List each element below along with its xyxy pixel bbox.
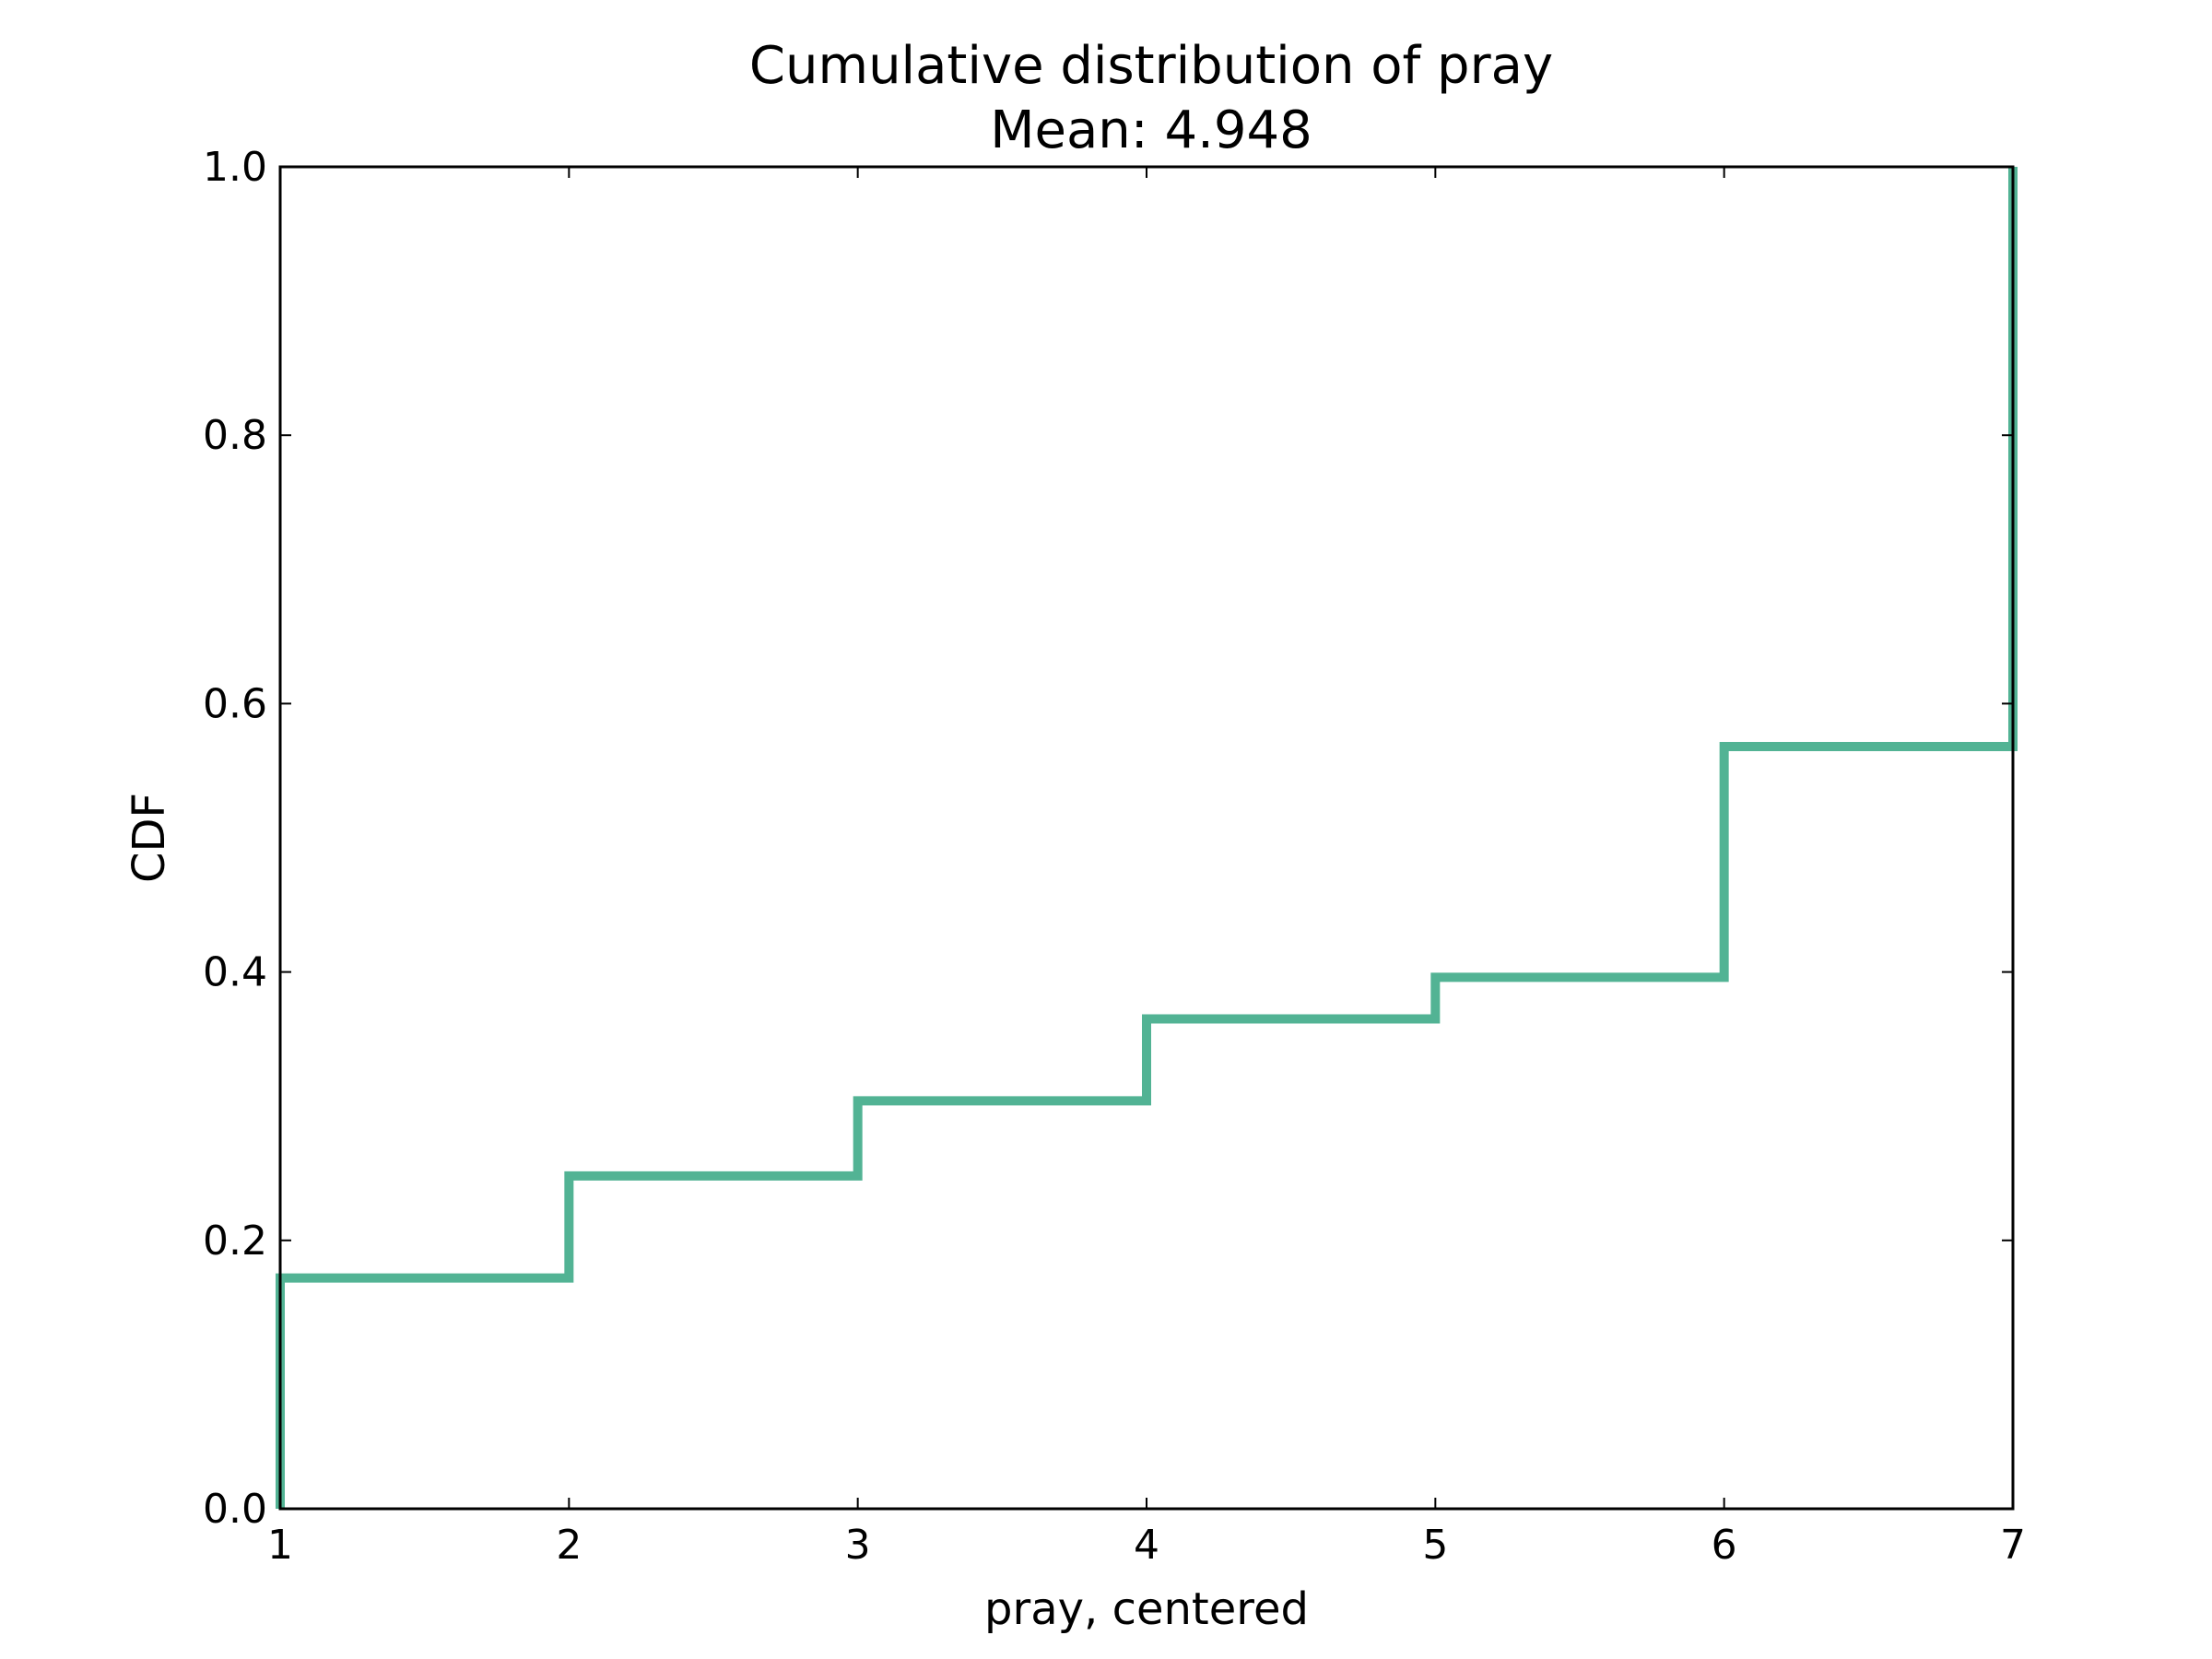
tick-labels: 1 2 3 4 5 6 7 0.0 0.2 0.4 0.6 0.8 1.0	[203, 144, 2026, 1569]
cdf-step-line	[276, 167, 2018, 1509]
x-tick-label: 1	[267, 1522, 293, 1569]
x-tick-label: 5	[1422, 1522, 1448, 1569]
y-tick-label: 0.2	[203, 1218, 267, 1265]
chart-title: Cumulative distribution of pray	[749, 36, 1553, 96]
y-axis-label: CDF	[124, 793, 175, 883]
y-tick-label: 0.0	[203, 1486, 267, 1533]
y-tick-label: 0.4	[203, 949, 267, 996]
y-tick-label: 0.8	[203, 412, 267, 459]
plot-area	[276, 167, 2018, 1509]
plot-frame	[278, 165, 2015, 1511]
chart-subtitle: Mean: 4.948	[990, 100, 1312, 160]
x-tick-label: 7	[2000, 1522, 2026, 1569]
x-tick-label: 3	[845, 1522, 871, 1569]
y-tick-label: 0.6	[203, 680, 267, 727]
x-tick-label: 6	[1712, 1522, 1737, 1569]
x-tick-label: 2	[556, 1522, 582, 1569]
x-axis-label: pray, centered	[984, 1583, 1309, 1635]
x-tick-label: 4	[1134, 1522, 1159, 1569]
y-tick-label: 1.0	[203, 144, 267, 191]
